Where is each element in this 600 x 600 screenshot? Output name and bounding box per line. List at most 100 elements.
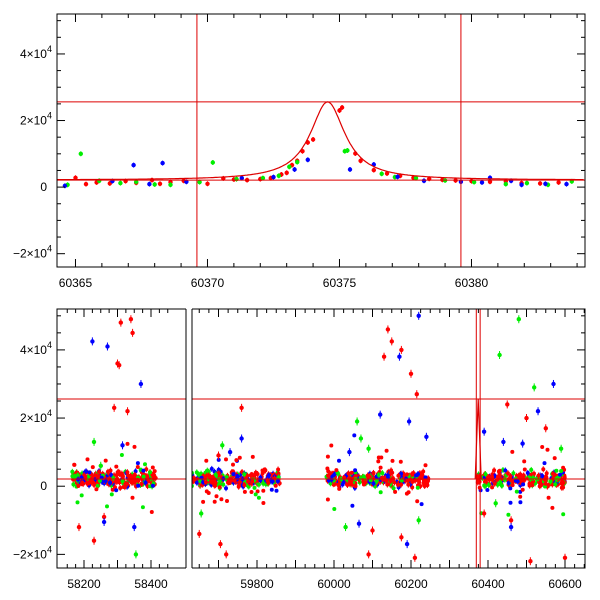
data-point-red <box>337 108 342 113</box>
data-point-red <box>150 465 155 470</box>
data-point-red <box>505 402 510 407</box>
data-point-red <box>418 473 423 478</box>
data-point-green <box>380 471 385 476</box>
axis-break-gap <box>186 308 192 569</box>
data-point-red <box>487 179 493 184</box>
data-point-red <box>410 479 415 484</box>
data-point-red <box>559 480 564 485</box>
data-point-green <box>493 501 498 506</box>
data-point-red <box>349 479 354 484</box>
data-point-blue <box>397 354 402 359</box>
data-point-blue <box>266 473 271 478</box>
data-point-blue <box>350 503 355 508</box>
data-point-red <box>379 455 384 460</box>
data-point-blue <box>347 167 353 172</box>
data-point-blue <box>508 486 513 491</box>
data-point-green <box>486 483 491 487</box>
data-point-green <box>143 462 147 467</box>
data-point-blue <box>519 182 524 187</box>
data-point-red <box>522 459 527 464</box>
data-point-red <box>414 392 419 397</box>
data-point-red <box>336 482 341 487</box>
data-point-red <box>386 482 391 487</box>
data-point-green <box>79 493 84 498</box>
data-point-red <box>114 464 119 469</box>
y-tick-label: −2×104 <box>13 244 52 261</box>
data-point-green <box>553 482 558 487</box>
data-point-red <box>490 485 495 490</box>
data-point-red <box>145 474 150 479</box>
data-point-red <box>381 354 387 359</box>
data-point-blue <box>274 488 279 493</box>
data-point-red <box>72 462 77 467</box>
data-point-green <box>91 439 97 445</box>
data-point-green <box>97 478 102 483</box>
data-point-red <box>510 449 515 454</box>
data-point-blue <box>99 475 104 480</box>
data-point-red <box>125 470 130 475</box>
data-point-red <box>118 472 123 477</box>
data-point-green <box>399 478 404 483</box>
data-point-green <box>561 512 566 517</box>
data-point-green <box>361 474 366 479</box>
data-point-red <box>310 137 316 142</box>
data-point-red <box>118 486 123 490</box>
data-point-red <box>406 490 411 495</box>
data-point-red <box>546 495 551 500</box>
x-tick-label: 58200 <box>67 577 101 591</box>
data-point-red <box>237 455 242 460</box>
data-point-red <box>490 474 495 479</box>
data-point-green <box>141 474 146 479</box>
y-tick-label: 0 <box>40 180 47 194</box>
data-point-red <box>562 467 567 472</box>
data-point-red <box>524 415 529 421</box>
data-point-red <box>239 405 244 410</box>
data-point-red <box>412 555 418 560</box>
data-point-green <box>345 148 350 153</box>
data-point-red <box>101 514 107 520</box>
data-point-green <box>502 477 507 482</box>
data-point-green <box>95 483 100 488</box>
data-point-red <box>415 499 420 504</box>
bottom-axis-break <box>185 308 193 569</box>
data-point-blue <box>424 434 429 439</box>
data-point-red <box>276 467 281 472</box>
data-point-red <box>325 454 330 459</box>
data-point-red <box>389 468 394 473</box>
data-point-green <box>224 475 229 480</box>
data-point-blue <box>141 468 146 473</box>
data-point-green <box>134 179 139 184</box>
x-tick-label: 58400 <box>134 577 168 591</box>
data-point-red <box>339 105 345 110</box>
data-point-blue <box>84 469 88 474</box>
data-point-blue <box>135 461 140 466</box>
data-point-red <box>376 459 381 464</box>
data-point-red <box>550 482 555 487</box>
data-point-green <box>532 385 537 390</box>
data-point-green <box>148 470 153 475</box>
data-point-red <box>540 445 545 449</box>
data-point-green <box>374 478 379 483</box>
data-point-blue <box>239 436 244 441</box>
data-point-red <box>135 465 140 469</box>
data-point-red <box>543 481 548 486</box>
data-point-red <box>204 473 209 478</box>
data-point-red <box>405 472 409 477</box>
bottom-axis-labels: 58200 58400 59800 60000 60200 60400 60600 −2×10… <box>13 340 582 591</box>
model-curve <box>474 398 482 480</box>
data-point-red <box>370 528 375 533</box>
data-point-red <box>384 478 389 483</box>
data-point-blue <box>419 502 424 507</box>
data-point-red <box>398 459 403 464</box>
data-point-green <box>391 486 396 491</box>
y-tick-label: 4×104 <box>20 44 52 61</box>
data-point-green <box>242 472 247 477</box>
data-point-green <box>354 419 360 424</box>
data-point-blue <box>535 409 541 414</box>
data-point-red <box>522 467 527 472</box>
data-point-green <box>220 443 225 448</box>
data-point-red <box>90 465 95 470</box>
data-point-blue <box>520 441 525 446</box>
data-point-red <box>139 482 144 486</box>
